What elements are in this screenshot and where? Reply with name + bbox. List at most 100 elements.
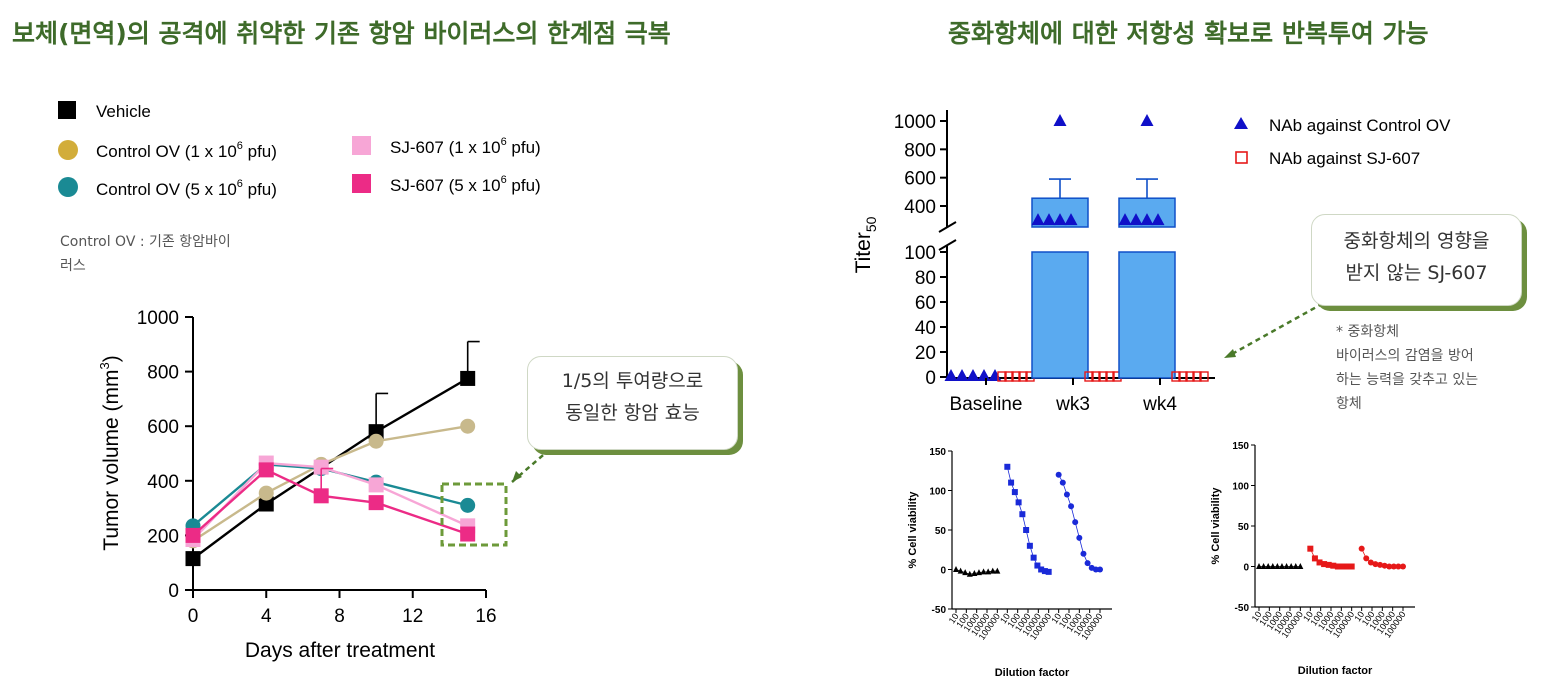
tumor-series-line <box>192 425 468 542</box>
viability-y-axis-label: % Cell viability <box>907 491 919 569</box>
viability-curve <box>1006 466 1049 573</box>
titer-y-tick-label: 800 <box>904 140 936 161</box>
titer-y-tick-label: 40 <box>915 318 936 339</box>
viability-y-tick-label: 0 <box>940 566 946 577</box>
viability-curve <box>955 569 998 575</box>
viability-y-tick-label: 0 <box>1243 563 1249 574</box>
tumor-x-tick-label: 8 <box>334 606 345 627</box>
tumor-data-point <box>368 495 384 511</box>
viability-point <box>971 569 978 576</box>
titer-y-tick-label: 0 <box>925 368 936 389</box>
axis-break-mark-top <box>938 221 957 233</box>
titer-point-sj607 <box>1185 371 1195 382</box>
legend-marker-nab-sj <box>1235 151 1248 164</box>
titer-y-tick-label: 100 <box>904 243 936 264</box>
titer-category-label: wk3 <box>1055 394 1090 415</box>
legend-marker-control-1e6 <box>58 140 78 160</box>
titer-point-control <box>977 369 991 381</box>
viability-point <box>985 568 992 575</box>
legend-label-sj-1e6: SJ-607 (1 x 106 pfu) <box>390 136 541 157</box>
titer-category-label: Baseline <box>950 394 1023 415</box>
titer-point-control <box>1129 213 1143 226</box>
viability-x-axis-label: Dilution factor <box>1298 665 1373 677</box>
axis-break-mark-bottom <box>938 239 957 251</box>
titer-point-sj607 <box>1199 371 1209 382</box>
titer-point-control <box>1140 213 1154 226</box>
titer-category-label: wk4 <box>1142 394 1177 415</box>
tumor-data-point <box>258 496 274 512</box>
legend-label-nab-control: NAb against Control OV <box>1269 116 1451 135</box>
viability-point <box>953 566 959 572</box>
legend-marker-sj-5e6 <box>352 174 371 193</box>
viability-point <box>1292 563 1299 569</box>
titer-point-sj607 <box>1105 371 1115 382</box>
left-legend: Vehicle Control OV (1 x 106 pfu) Control… <box>58 101 541 199</box>
legend-label-nab-sj: NAb against SJ-607 <box>1269 149 1420 168</box>
control-ov-note: Control OV : 기존 항암바이 러스 <box>60 234 231 274</box>
titer-point-sj607 <box>1084 371 1094 382</box>
titer-point-sj607 <box>1091 371 1101 382</box>
viability-point <box>1283 563 1290 569</box>
legend-label-control-5e6: Control OV (5 x 106 pfu) <box>96 178 277 199</box>
tumor-x-tick-label: 12 <box>402 606 423 627</box>
tumor-data-point <box>368 477 384 493</box>
titer-point-sj607 <box>1178 371 1188 382</box>
viability-x-tick-label: 10 <box>1352 609 1366 623</box>
legend-marker-nab-control <box>1234 117 1248 129</box>
tumor-data-point <box>313 488 329 504</box>
legend-label-vehicle: Vehicle <box>96 102 151 121</box>
viability-point <box>1278 563 1285 569</box>
titer-point-control <box>955 369 969 381</box>
legend-marker-sj-1e6 <box>352 136 371 155</box>
titer-point-control <box>1053 114 1067 126</box>
highlight-box <box>440 482 508 547</box>
titer-point-sj607 <box>1004 371 1014 382</box>
viability-point <box>1274 563 1281 569</box>
titer-point-control <box>1140 114 1154 126</box>
tumor-data-point <box>185 527 201 543</box>
titer-point-control <box>1118 213 1132 226</box>
tumor-data-point <box>258 462 274 478</box>
viability-chart-control: 150 100 50 0 -50 % Cell viability Dilution fac… <box>907 447 1112 679</box>
viability-point <box>994 567 1001 574</box>
viability-point <box>966 570 973 577</box>
tumor-data-point <box>258 485 274 501</box>
viability-y-tick-label: 100 <box>1232 482 1249 493</box>
legend-label-control-1e6: Control OV (1 x 106 pfu) <box>96 140 277 161</box>
tumor-data-point <box>460 497 476 513</box>
titer-point-sj607 <box>1171 371 1181 382</box>
tumor-volume-chart: 0 200 400 600 800 1000 0 4 8 12 16 Days after tre… <box>97 308 550 662</box>
titer-point-sj607 <box>997 371 1007 382</box>
viability-x-tick-label: 10 <box>1049 611 1063 625</box>
viability-point <box>980 568 987 575</box>
highlight-arrow-head <box>512 471 522 482</box>
titer-point-sj607 <box>1098 371 1108 382</box>
viability-y-tick-label: 50 <box>935 526 947 537</box>
tumor-y-tick-label: 800 <box>147 363 179 384</box>
viability-x-tick-label: 10 <box>998 611 1012 625</box>
viability-point <box>1256 563 1262 569</box>
tumor-data-point <box>460 526 476 542</box>
tumor-x-axis-label: Days after treatment <box>245 639 435 662</box>
titer-point-control <box>1042 213 1056 226</box>
legend-marker-vehicle <box>58 101 76 119</box>
tumor-y-tick-label: 200 <box>147 526 179 547</box>
titer-point-sj607 <box>1192 371 1202 382</box>
callout-arrow-right <box>1231 303 1321 356</box>
viability-point <box>1265 563 1272 569</box>
callout-arrow-right-head <box>1224 349 1236 358</box>
callout-right: 중화항체의 영향을 받지 않는 SJ-607 <box>1311 214 1522 306</box>
viability-x-tick-label: 10 <box>1301 609 1315 623</box>
viability-y-tick-label: 150 <box>929 447 946 458</box>
titer-point-sj607 <box>1018 371 1028 382</box>
neutralizing-antibody-note: * 중화항체 바이러스의 감염을 방어 하는 능력을 갖추고 있는 항체 <box>1336 324 1479 412</box>
right-headline: 중화항체에 대한 저항성 확보로 반복투여 가능 <box>948 19 1429 48</box>
tumor-y-tick-label: 0 <box>168 581 179 602</box>
titer-point-control <box>966 369 980 381</box>
titer-y-tick-label: 80 <box>915 268 936 289</box>
viability-y-tick-label: -50 <box>932 605 947 616</box>
titer-y-tick-label: 400 <box>904 197 936 218</box>
titer-chart: 400 600 800 1000 0 20 40 60 80 100 Baseline wk3 wk4… <box>852 110 1215 415</box>
callout-left: 1/5의 투여량으로 동일한 항암 효능 <box>527 356 738 450</box>
